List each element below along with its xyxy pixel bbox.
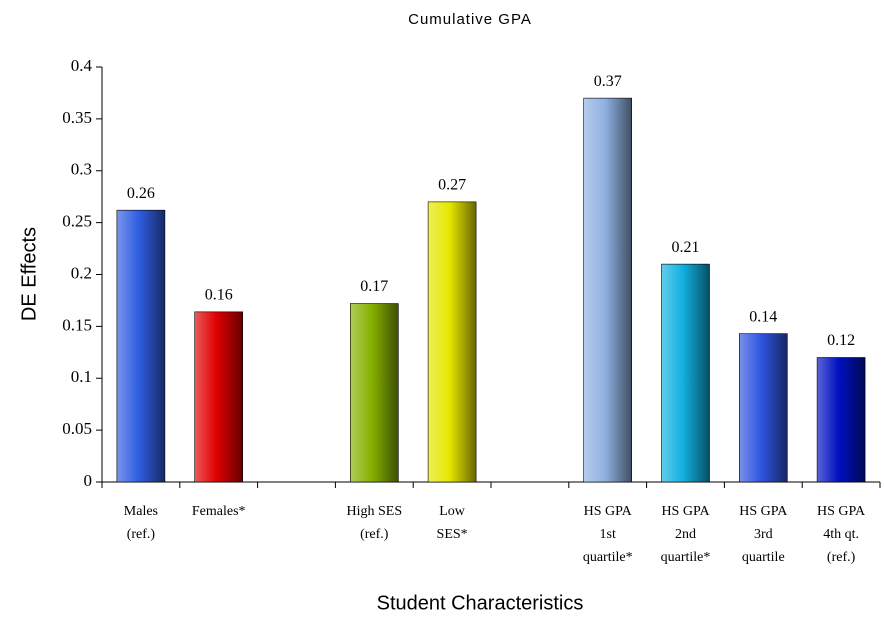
x-tick-label: quartile <box>742 550 785 565</box>
y-tick-label: 0.4 <box>71 56 93 75</box>
x-tick-label: quartile* <box>583 550 633 565</box>
bar <box>349 303 399 483</box>
bar <box>661 263 710 483</box>
x-tick-label: Low <box>439 504 466 519</box>
x-axis-label: Student Characteristics <box>377 592 584 614</box>
y-tick-label: 0 <box>84 471 93 490</box>
x-tick-label: 1st <box>600 527 616 542</box>
x-tick-label: Females* <box>192 504 246 519</box>
value-label: 0.14 <box>749 308 777 325</box>
value-label: 0.27 <box>438 177 466 194</box>
x-tick-label: (ref.) <box>827 550 856 565</box>
y-tick-label: 0.2 <box>71 263 92 282</box>
bar <box>583 97 633 483</box>
y-tick-label: 0.15 <box>62 315 92 334</box>
value-label: 0.37 <box>594 73 622 90</box>
y-tick-label: 0.35 <box>62 108 92 127</box>
bar <box>194 311 243 483</box>
y-tick-label: 0.3 <box>71 160 92 179</box>
x-tick-label: quartile* <box>661 550 711 565</box>
value-label: 0.17 <box>360 278 388 295</box>
bar <box>427 201 477 483</box>
x-tick-label: HS GPA <box>739 504 788 519</box>
bar <box>816 357 866 483</box>
y-tick-label: 0.25 <box>62 212 92 231</box>
x-tick-label: (ref.) <box>127 527 156 542</box>
x-tick-label: 4th qt. <box>823 527 859 542</box>
value-label: 0.26 <box>127 185 155 202</box>
y-tick-label: 0.1 <box>71 367 92 386</box>
x-tick-label: Males <box>124 504 158 519</box>
y-axis-label: DE Effects <box>18 227 40 321</box>
x-tick-label: HS GPA <box>817 504 866 519</box>
x-tick-label: SES* <box>437 527 468 542</box>
chart-title: Cumulative GPA <box>408 11 532 28</box>
value-label: 0.21 <box>672 239 700 256</box>
bar <box>738 333 788 483</box>
value-label: 0.12 <box>827 332 855 349</box>
y-tick-label: 0.05 <box>62 419 92 438</box>
x-tick-label: HS GPA <box>584 504 633 519</box>
x-tick-label: 2nd <box>675 527 696 542</box>
bar <box>116 209 166 483</box>
x-tick-label: HS GPA <box>661 504 710 519</box>
x-tick-label: High SES <box>346 504 402 519</box>
value-label: 0.16 <box>205 287 233 304</box>
x-tick-label: (ref.) <box>360 527 389 542</box>
x-tick-label: 3rd <box>754 527 773 542</box>
